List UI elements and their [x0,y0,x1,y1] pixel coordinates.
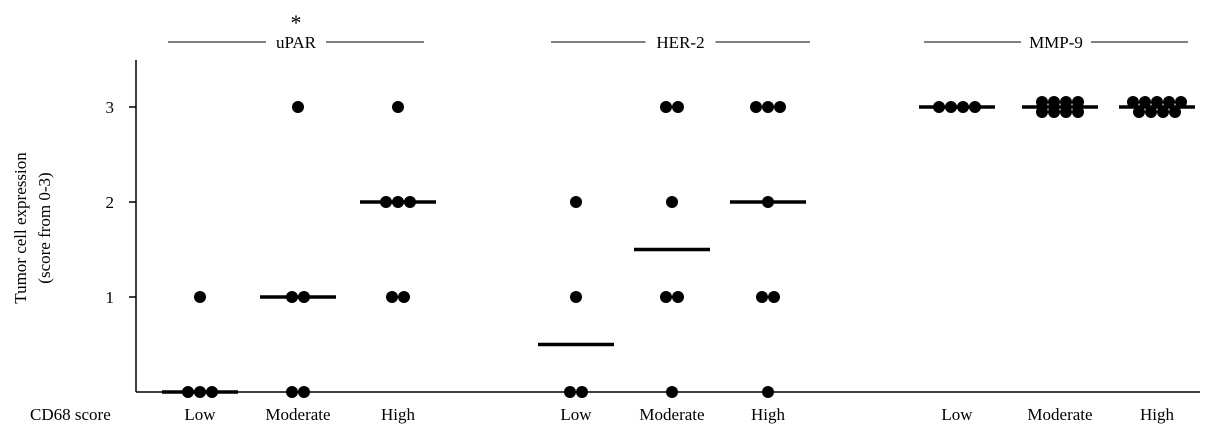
x-category-label: High [1140,405,1175,424]
data-point [576,386,588,398]
group-headers: uPAR* HER-2 MMP-9 [168,10,1188,52]
data-point [1072,106,1084,118]
group-header-label: HER-2 [656,33,704,52]
data-point [762,196,774,208]
data-point [774,101,786,113]
data-point [404,196,416,208]
data-point [666,386,678,398]
data-point [292,101,304,113]
data-point [969,101,981,113]
y-axis-title-line: (score from 0-3) [35,172,54,283]
data-point [392,196,404,208]
data-point [286,386,298,398]
x-category-label: Moderate [265,405,330,424]
data-point [1060,96,1072,108]
data-point [756,291,768,303]
median-lines [162,105,1195,394]
x-category-label: Low [560,405,592,424]
data-points [182,96,1187,398]
data-point [570,196,582,208]
data-point [762,101,774,113]
data-point [945,101,957,113]
y-tick-label: 3 [106,98,115,117]
data-point [386,291,398,303]
data-point [1036,106,1048,118]
data-point [1048,96,1060,108]
data-point [1036,96,1048,108]
y-tick-label: 2 [106,193,115,212]
data-point [1048,106,1060,118]
data-point [1157,106,1169,118]
data-point [182,386,194,398]
y-axis-title-line: Tumor cell expression [11,152,30,304]
data-point [1139,96,1151,108]
x-category-label: High [381,405,416,424]
data-point [298,291,310,303]
data-point [1175,96,1187,108]
data-point [1127,96,1139,108]
data-point [298,386,310,398]
data-point [672,291,684,303]
data-point [672,101,684,113]
data-point [666,196,678,208]
x-category-label: Low [941,405,973,424]
data-point [398,291,410,303]
data-point [660,101,672,113]
data-point [1133,106,1145,118]
data-point [660,291,672,303]
data-point [570,291,582,303]
data-point [206,386,218,398]
data-point [194,291,206,303]
data-point [768,291,780,303]
data-point [933,101,945,113]
x-category-label: Moderate [1027,405,1092,424]
data-point [1151,96,1163,108]
y-axis-title: Tumor cell expression (score from 0-3) [11,152,54,304]
data-point [380,196,392,208]
axes: 1 2 3 Tumor cell expression (score from 0-3) [11,60,1200,393]
x-category-label: High [751,405,786,424]
data-point [1060,106,1072,118]
data-point [1169,106,1181,118]
data-point [1163,96,1175,108]
data-point [1072,96,1084,108]
data-point [957,101,969,113]
data-point [1145,106,1157,118]
data-point [762,386,774,398]
x-category-labels: CD68 score Low Moderate High Low Moderate High… [30,405,1175,424]
data-point [564,386,576,398]
significance-marker: * [291,10,302,35]
x-category-label: Low [184,405,216,424]
data-point [194,386,206,398]
data-point [392,101,404,113]
x-axis-title: CD68 score [30,405,111,424]
data-point [750,101,762,113]
group-header-label: uPAR [276,33,317,52]
data-point [286,291,298,303]
x-category-label: Moderate [639,405,704,424]
y-tick-label: 1 [106,288,115,307]
group-header-label: MMP-9 [1029,33,1083,52]
